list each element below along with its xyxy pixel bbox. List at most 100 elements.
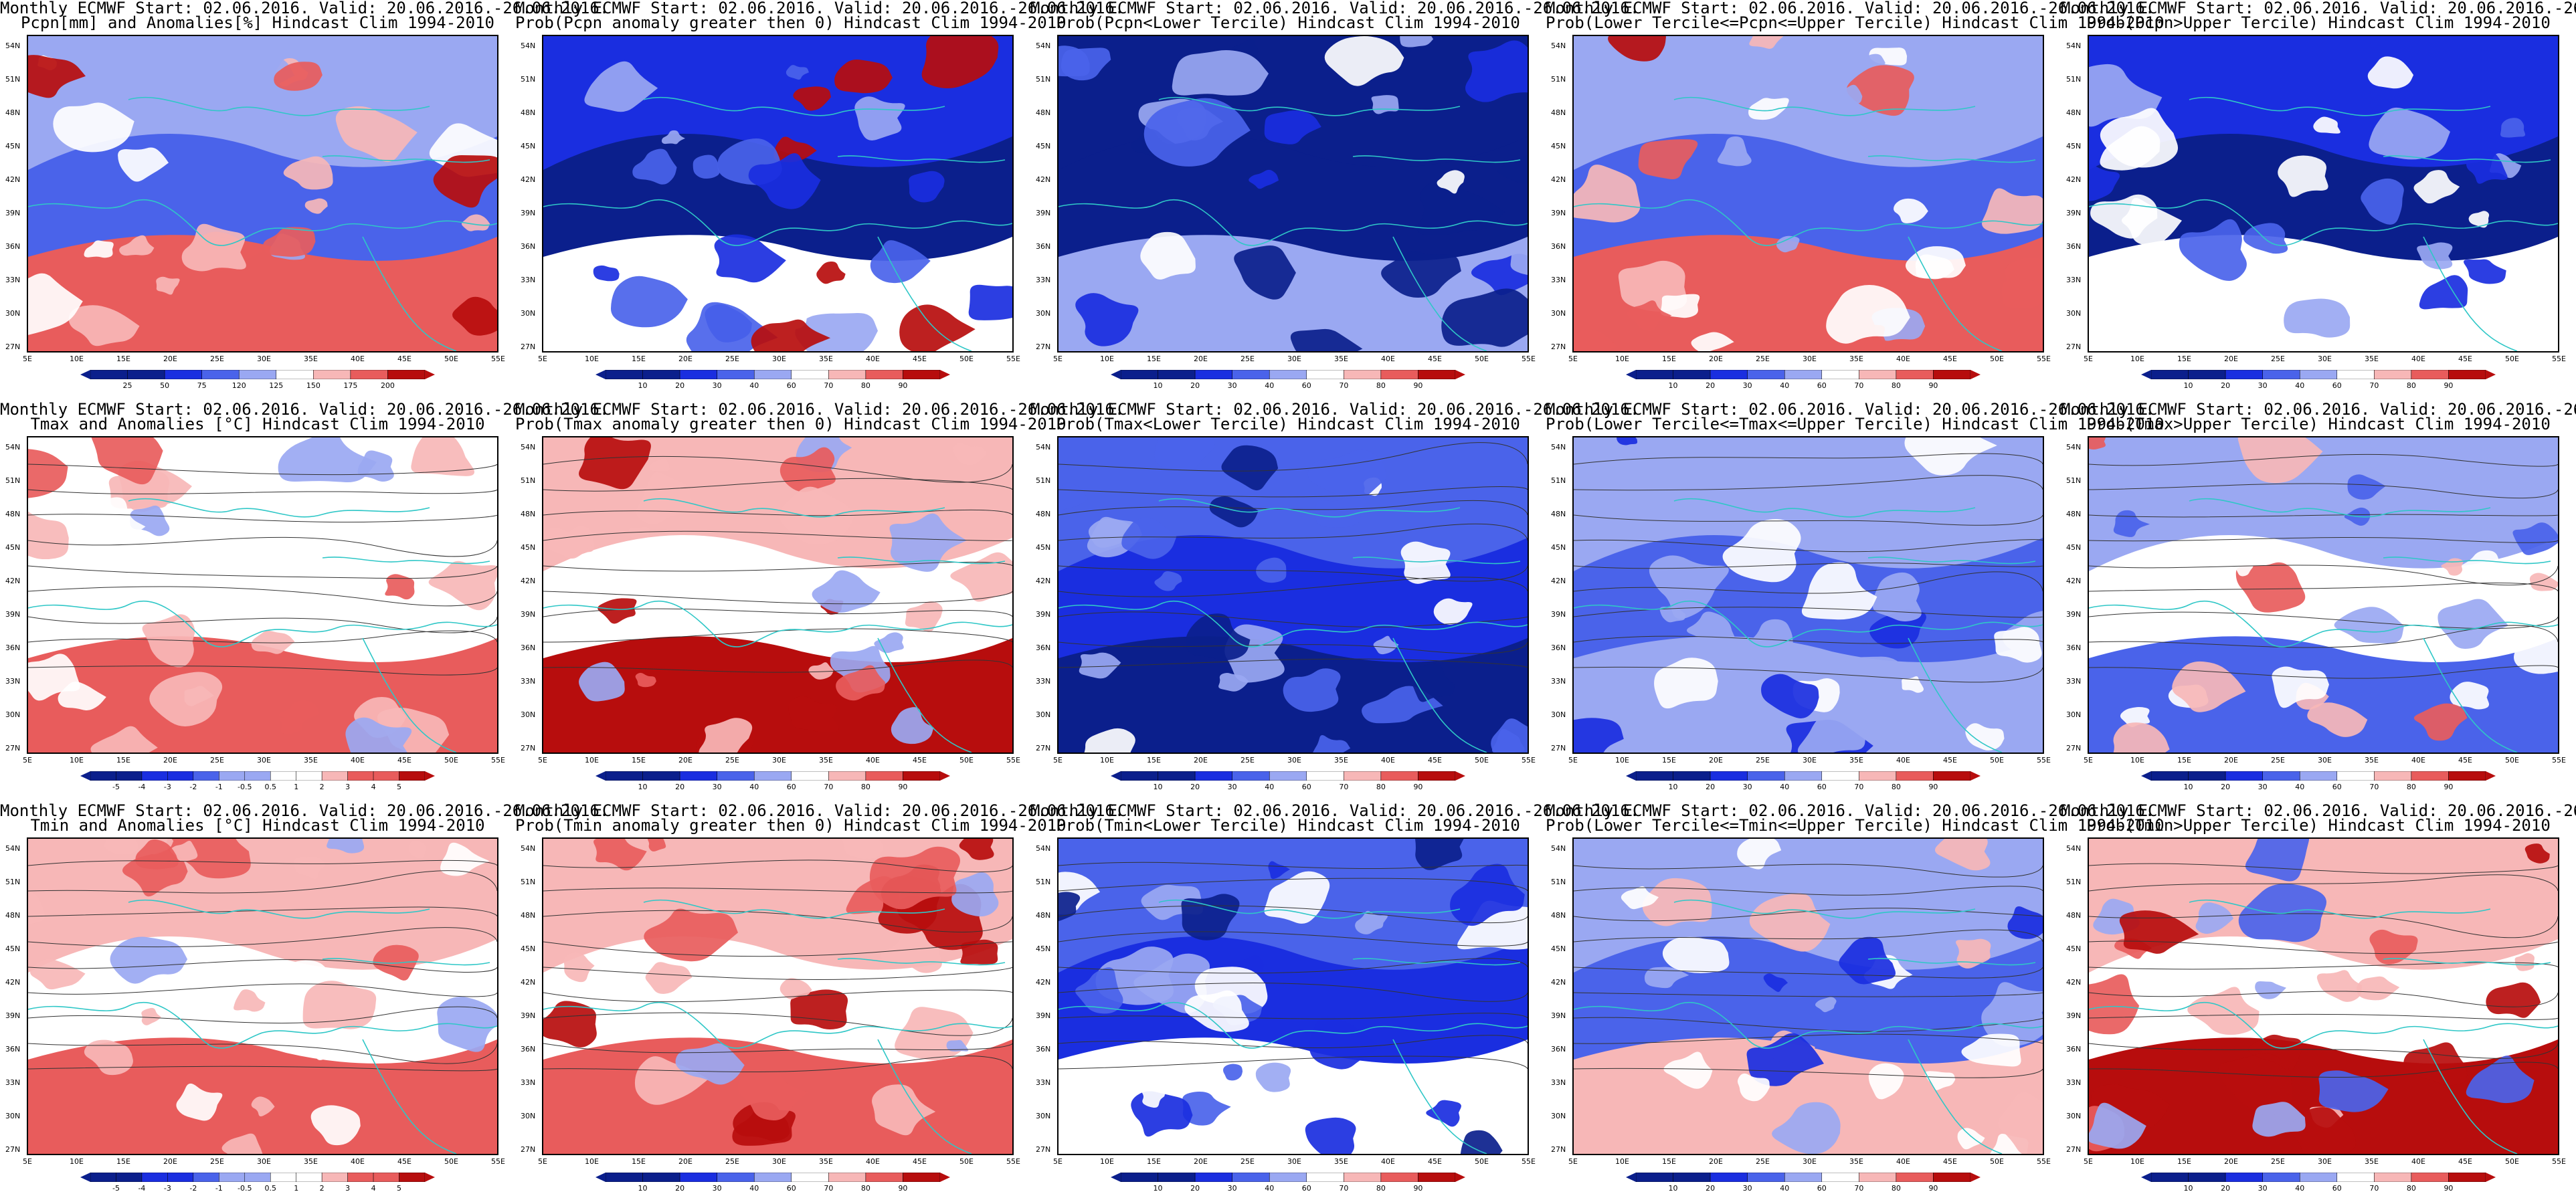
- coastline: [1908, 1039, 2003, 1154]
- longitude-tick-label: 35E: [304, 355, 318, 363]
- longitude-tick-label: 45E: [397, 756, 411, 765]
- field-blob: [593, 265, 620, 282]
- colorbar-arrow-left: [80, 370, 90, 379]
- coastline: [1352, 557, 1521, 565]
- colorbar-segment: [1673, 370, 1711, 379]
- colorbar-tick-label: 30: [1227, 381, 1237, 390]
- contour-line: [2089, 514, 2558, 518]
- field-blob: [119, 235, 155, 256]
- latitude-tick-label: 33N: [521, 677, 536, 686]
- colorbar-tick-label: 80: [860, 783, 870, 791]
- latitude-tick-label: 30N: [5, 710, 21, 719]
- map-field: [2089, 437, 2558, 752]
- colorbar: [80, 370, 435, 379]
- field-blob: [30, 959, 86, 990]
- coastline: [1908, 236, 2003, 351]
- longitude-tick-label: 5E: [538, 355, 547, 363]
- longitude-tick-label: 45E: [1943, 1157, 1957, 1166]
- colorbar-segment: [1821, 370, 1859, 379]
- contour-line: [2089, 665, 2558, 679]
- field-blob: [2413, 170, 2460, 204]
- coastline: [362, 1039, 457, 1154]
- latitude-tick-label: 51N: [5, 75, 21, 84]
- colorbar-segment: [2188, 370, 2226, 379]
- field-blob: [584, 61, 658, 112]
- field-blob: [1621, 886, 1659, 910]
- latitude-tick-label: 27N: [1036, 744, 1051, 752]
- colorbar-tick-label: 10: [1668, 381, 1678, 390]
- field-blob: [2089, 1102, 2146, 1149]
- field-blob: [946, 1039, 969, 1051]
- latitude-tick-label: 42N: [1551, 577, 1566, 585]
- latitude-tick-label: 54N: [2066, 844, 2082, 853]
- colorbar-segment: [2225, 1173, 2263, 1182]
- latitude-tick-label: 42N: [5, 175, 21, 184]
- latitude-tick-label: 30N: [521, 1112, 536, 1120]
- field-blob: [2367, 56, 2414, 89]
- colorbar-tick-label: 70: [1339, 1184, 1349, 1193]
- field-blob: [251, 1096, 275, 1117]
- contour-line: [2089, 940, 2558, 955]
- coastline: [837, 557, 1006, 565]
- colorbar-segment: [193, 771, 219, 781]
- field-blob: [2289, 1107, 2356, 1154]
- field-blob: [1088, 518, 1137, 548]
- latitude-tick-label: 27N: [2066, 342, 2082, 351]
- field-blob: [2445, 443, 2517, 500]
- colorbar-segment: [2336, 1173, 2375, 1182]
- contour-line: [1574, 607, 2043, 618]
- field-blob: [909, 171, 945, 203]
- latitude-tick-label: 54N: [2066, 443, 2082, 452]
- field-blob: [1915, 254, 1954, 280]
- colorbar-tick-label: 80: [1891, 381, 1901, 390]
- field-blob: [304, 198, 328, 214]
- field-blob: [649, 458, 670, 472]
- latitude-tick-label: 33N: [1551, 276, 1566, 284]
- contour-line: [28, 1006, 497, 1024]
- panel-title-line2: Prob(Lower Tercile<=Tmax<=Upper Tercile)…: [1546, 415, 2165, 433]
- colorbar-tick-label: 90: [1928, 1184, 1938, 1193]
- colorbar-tick-label: 0.5: [264, 1184, 276, 1193]
- colorbar-segment: [296, 771, 323, 781]
- latitude-tick-label: 39N: [521, 1011, 536, 1020]
- longitude-tick-label: 50E: [1990, 756, 2004, 765]
- colorbar-labels: -5 -4 -3 -2 -1 -0.5 0.5 1 2 3 4 5: [80, 1184, 435, 1193]
- latitude-tick-label: 48N: [1036, 911, 1051, 920]
- colorbar-tick-label: 70: [1339, 381, 1349, 390]
- colorbar-arrow-right: [2486, 1173, 2496, 1182]
- field-blob: [118, 147, 169, 182]
- latitude-tick-label: 45N: [521, 543, 536, 552]
- colorbar-segment: [1859, 370, 1897, 379]
- colorbar-segment: [116, 1173, 143, 1182]
- longitude-tick-label: 50E: [1990, 1157, 2004, 1166]
- latitude-tick-label: 39N: [521, 610, 536, 619]
- colorbar-arrow-left: [595, 771, 606, 781]
- colorbar-tick-label: 40: [2295, 1184, 2305, 1193]
- field-blob: [452, 296, 497, 336]
- latitude-tick-label: 48N: [2066, 510, 2082, 518]
- longitude-tick-label: 5E: [23, 355, 32, 363]
- field-blob: [58, 682, 106, 710]
- coastline: [877, 637, 972, 752]
- colorbar-tick-label: 175: [343, 381, 358, 390]
- colorbar: [80, 1173, 435, 1182]
- field-blob: [1662, 936, 1730, 973]
- contour-line: [1574, 886, 2043, 896]
- colorbar-arrow-left: [80, 771, 90, 781]
- longitude-tick-label: 10E: [1100, 756, 1114, 765]
- latitude-tick-label: 39N: [521, 209, 536, 217]
- panel-title-line2: Prob(Pcpn<Lower Tercile) Hindcast Clim 1…: [1056, 13, 1520, 32]
- map-field: [28, 437, 497, 752]
- longitude-tick-label: 40E: [1381, 355, 1395, 363]
- colorbar-segment: [2448, 1173, 2486, 1182]
- coastline: [643, 498, 945, 518]
- panel-title-line2: Tmin and Anomalies [°C] Hindcast Clim 19…: [30, 816, 485, 835]
- contour-line: [1574, 908, 2043, 922]
- latitude-tick-label: 48N: [5, 510, 21, 518]
- colorbar-segment: [1710, 370, 1748, 379]
- longitude-tick-label: 35E: [1334, 355, 1348, 363]
- contour-line: [28, 1043, 497, 1064]
- coastline: [1158, 498, 1461, 518]
- panel-title-line1: Monthly ECMWF Start: 02.06.2016. Valid: …: [2061, 400, 2576, 419]
- contour-line: [2089, 625, 2558, 648]
